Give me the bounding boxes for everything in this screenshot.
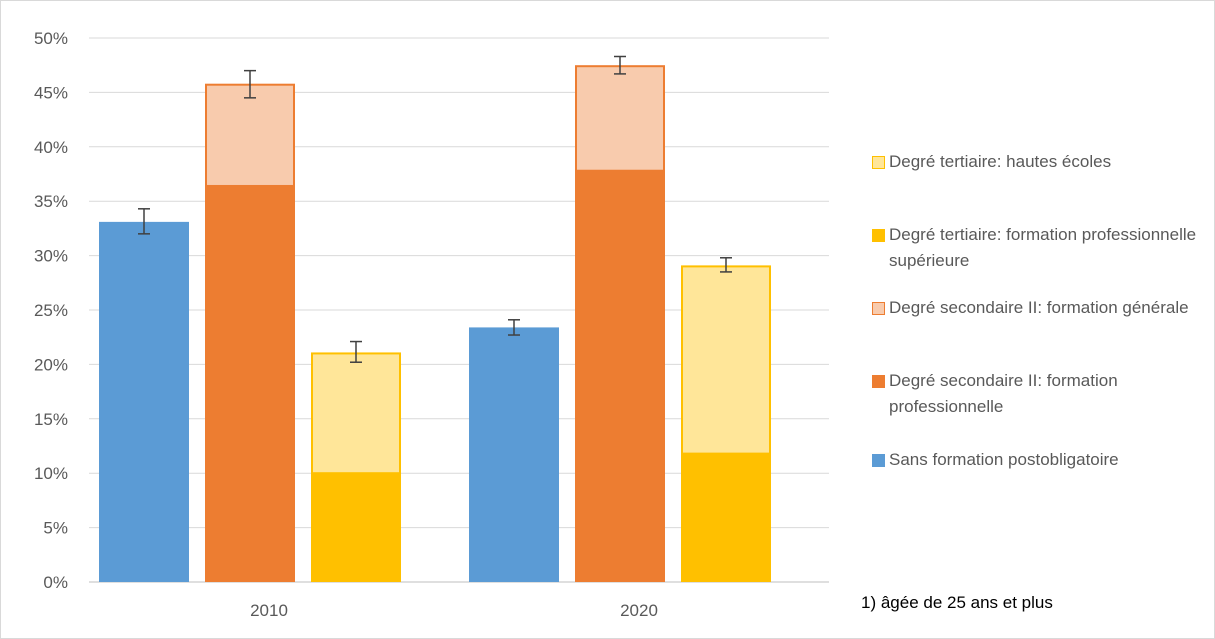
legend-swatch — [872, 454, 885, 467]
legend-item-secondaire-formation-professionnelle: Degré secondaire II: formation professio… — [872, 370, 1209, 420]
bar-segment — [99, 221, 189, 582]
y-tick-label: 30% — [34, 247, 68, 266]
error-bars — [138, 55, 732, 363]
legend-swatch — [872, 156, 885, 169]
legend-label: Degré secondaire II: formation générale — [889, 298, 1189, 317]
legend-label: Degré tertiaire: formation professionnel… — [889, 225, 1197, 270]
legend-label: Degré tertiaire: hautes écoles — [889, 152, 1112, 171]
bar-segment — [205, 185, 295, 582]
x-tick-label: 2010 — [250, 601, 288, 620]
bar-segment — [575, 65, 665, 172]
bar-segment — [681, 265, 771, 455]
legend-label: Sans formation postobligatoire — [889, 450, 1119, 469]
legend-label: Degré secondaire II: formation professio… — [889, 371, 1118, 416]
x-axis-ticks: 2010 2020 — [250, 601, 658, 620]
y-tick-label: 0% — [43, 573, 68, 592]
x-tick-label: 2020 — [620, 601, 658, 620]
bar-segment — [205, 83, 295, 187]
bar-segment — [469, 327, 559, 582]
bar-segment — [575, 170, 665, 582]
y-tick-label: 20% — [34, 355, 68, 374]
y-tick-label: 45% — [34, 83, 68, 102]
y-tick-label: 5% — [43, 519, 68, 538]
legend-swatch — [872, 229, 885, 242]
y-tick-label: 25% — [34, 301, 68, 320]
y-tick-label: 15% — [34, 410, 68, 429]
legend-item-secondaire-formation-generale: Degré secondaire II: formation générale — [872, 297, 1209, 321]
legend-item-tertiaire-hautes-ecoles: Degré tertiaire: hautes écoles — [872, 151, 1209, 175]
legend-item-sans-formation: Sans formation postobligatoire — [872, 449, 1209, 473]
bars — [99, 65, 771, 582]
y-tick-label: 10% — [34, 464, 68, 483]
y-tick-label: 50% — [34, 29, 68, 48]
bar-segment — [311, 352, 401, 475]
footnote: 1) âgée de 25 ans et plus — [861, 593, 1053, 612]
legend-swatch — [872, 302, 885, 315]
y-axis-ticks: 0% 5% 10% 15% 20% 25% 30% 35% 40% 45% 50% — [34, 29, 68, 592]
y-tick-label: 35% — [34, 192, 68, 211]
bar-segment — [311, 473, 401, 582]
legend-swatch — [872, 375, 885, 388]
legend-item-tertiaire-formation-professionnelle: Degré tertiaire: formation professionnel… — [872, 224, 1209, 274]
bar-segment — [681, 453, 771, 582]
y-tick-label: 40% — [34, 138, 68, 157]
